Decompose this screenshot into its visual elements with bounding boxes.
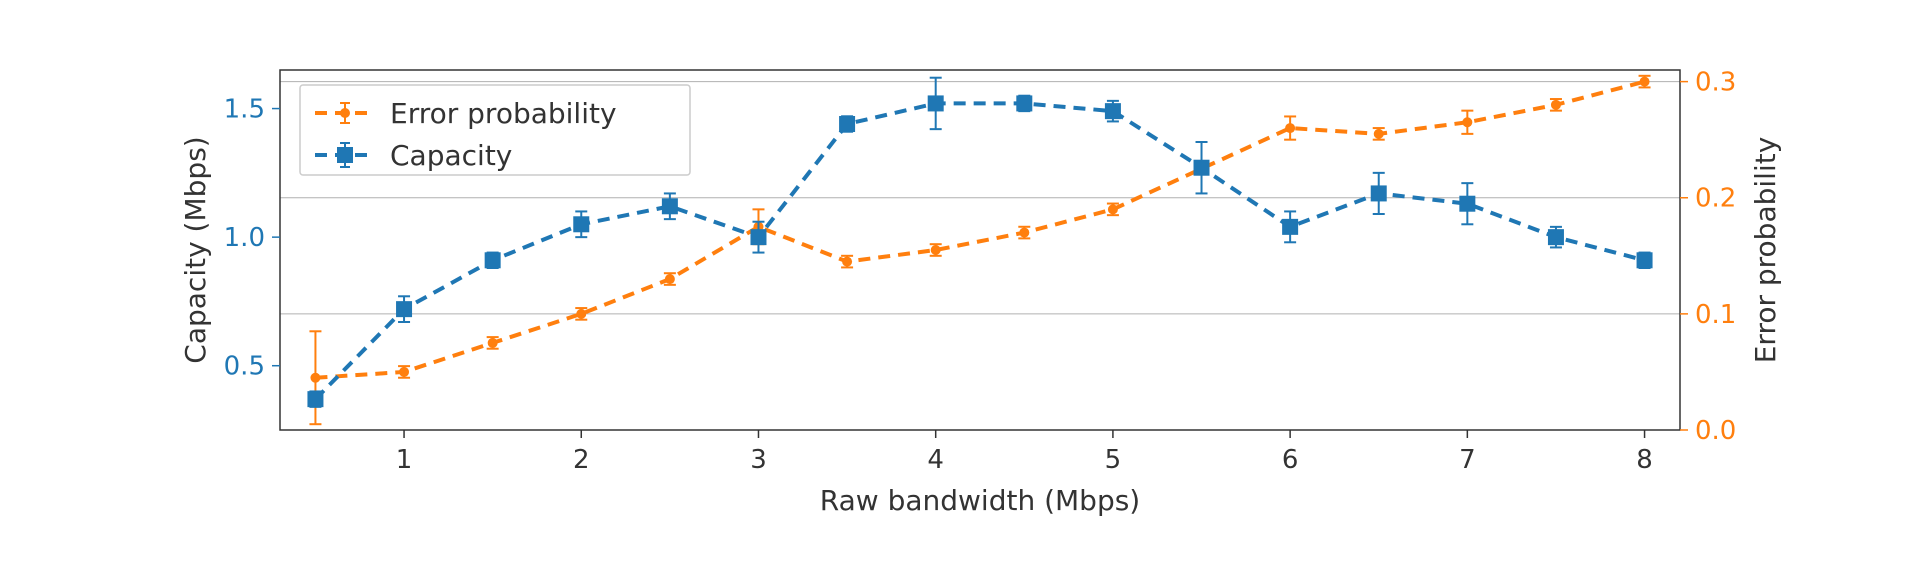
- marker-circle: [576, 309, 586, 319]
- x-tick-label: 1: [396, 445, 413, 475]
- chart-container: 1 2 3 4 5 6 7 8 Raw bandwidth (Mbps) 0.5 1.0 1.5 Cap…: [0, 0, 1920, 581]
- marker-circle: [399, 367, 409, 377]
- y-right-tick-label: 0.0: [1695, 416, 1736, 446]
- x-tick-label: 5: [1105, 445, 1122, 475]
- marker-square: [1459, 196, 1475, 212]
- marker-square: [1016, 95, 1032, 111]
- y-right-tick-label: 0.2: [1695, 184, 1736, 214]
- marker-square: [573, 216, 589, 232]
- marker-circle: [488, 338, 498, 348]
- y-left-tick-label: 1.0: [224, 223, 265, 253]
- dual-axis-line-chart: 1 2 3 4 5 6 7 8 Raw bandwidth (Mbps) 0.5 1.0 1.5 Cap…: [0, 0, 1920, 581]
- marker-circle: [1551, 100, 1561, 110]
- marker-square: [1105, 103, 1121, 119]
- marker-square: [750, 229, 766, 245]
- marker-square: [928, 95, 944, 111]
- marker-square: [1282, 219, 1298, 235]
- marker-square: [662, 198, 678, 214]
- marker-circle: [1285, 123, 1295, 133]
- marker-square: [1637, 252, 1653, 268]
- marker-circle: [665, 274, 675, 284]
- marker-circle: [1374, 129, 1384, 139]
- legend-label: Capacity: [390, 139, 512, 172]
- x-tick-label: 6: [1282, 445, 1299, 475]
- marker-square: [1371, 185, 1387, 201]
- x-tick-label: 3: [750, 445, 767, 475]
- marker-square: [1194, 160, 1210, 176]
- marker-square: [307, 391, 323, 407]
- marker-circle: [1462, 117, 1472, 127]
- x-tick-label: 8: [1636, 445, 1653, 475]
- y-left-tick-label: 1.5: [224, 95, 265, 125]
- marker-square: [485, 252, 501, 268]
- marker-square: [839, 116, 855, 132]
- x-axis-label: Raw bandwidth (Mbps): [820, 484, 1140, 517]
- marker-circle: [931, 245, 941, 255]
- marker-square: [396, 301, 412, 317]
- marker-circle: [1019, 228, 1029, 238]
- y-left-tick-label: 0.5: [224, 352, 265, 382]
- y-left-axis-label: Capacity (Mbps): [179, 136, 212, 363]
- x-tick-label: 2: [573, 445, 590, 475]
- y-right-tick-label: 0.1: [1695, 300, 1736, 330]
- marker-circle: [842, 257, 852, 267]
- marker-circle: [1108, 204, 1118, 214]
- y-right-tick-label: 0.3: [1695, 68, 1736, 98]
- y-right-axis-label: Error probability: [1749, 137, 1782, 364]
- x-tick-label: 4: [927, 445, 944, 475]
- x-tick-label: 7: [1459, 445, 1476, 475]
- marker-circle: [1640, 77, 1650, 87]
- marker-square: [1548, 229, 1564, 245]
- marker-circle: [310, 373, 320, 383]
- legend-label: Error probability: [390, 97, 617, 130]
